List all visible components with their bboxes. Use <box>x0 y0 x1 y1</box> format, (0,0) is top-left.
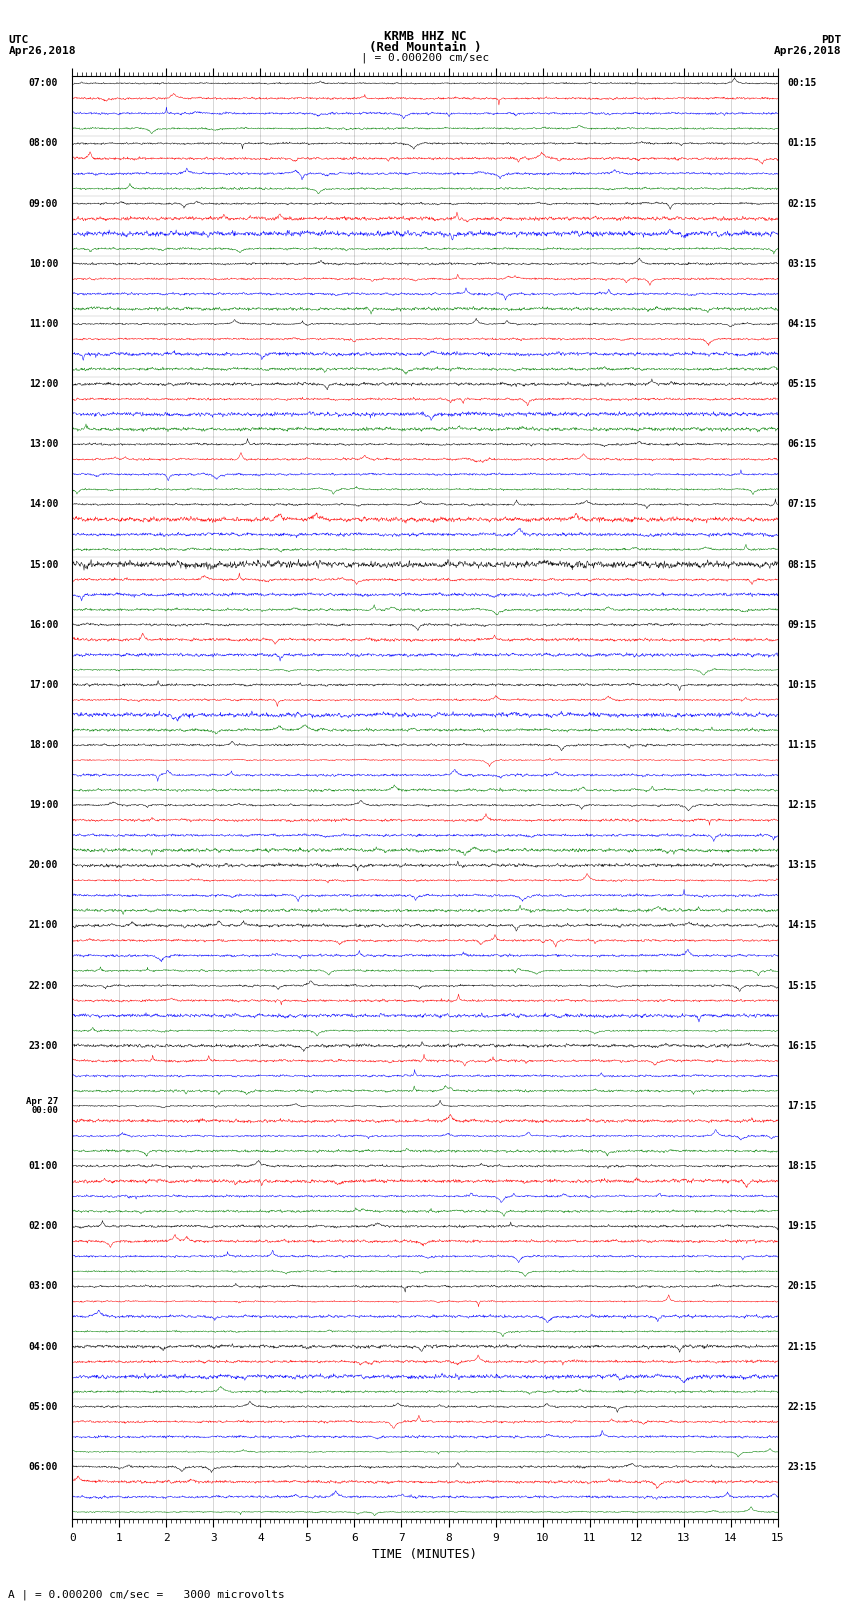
Text: 21:15: 21:15 <box>787 1342 817 1352</box>
Text: 10:15: 10:15 <box>787 679 817 690</box>
Text: 02:15: 02:15 <box>787 198 817 208</box>
Text: 03:00: 03:00 <box>29 1281 58 1292</box>
Text: 12:15: 12:15 <box>787 800 817 810</box>
Text: 14:00: 14:00 <box>29 500 58 510</box>
Text: 04:00: 04:00 <box>29 1342 58 1352</box>
Text: 09:00: 09:00 <box>29 198 58 208</box>
Text: 11:00: 11:00 <box>29 319 58 329</box>
Text: Apr26,2018: Apr26,2018 <box>774 45 842 56</box>
Text: 22:15: 22:15 <box>787 1402 817 1411</box>
Text: 05:00: 05:00 <box>29 1402 58 1411</box>
Text: A | = 0.000200 cm/sec =   3000 microvolts: A | = 0.000200 cm/sec = 3000 microvolts <box>8 1589 286 1600</box>
Text: 08:15: 08:15 <box>787 560 817 569</box>
Text: Apr 27: Apr 27 <box>26 1097 58 1107</box>
Text: 10:00: 10:00 <box>29 258 58 269</box>
Text: 06:15: 06:15 <box>787 439 817 450</box>
Text: 03:15: 03:15 <box>787 258 817 269</box>
Text: 00:00: 00:00 <box>31 1107 58 1115</box>
Text: 16:15: 16:15 <box>787 1040 817 1050</box>
Text: 16:00: 16:00 <box>29 619 58 629</box>
X-axis label: TIME (MINUTES): TIME (MINUTES) <box>372 1548 478 1561</box>
Text: 18:00: 18:00 <box>29 740 58 750</box>
Text: 13:15: 13:15 <box>787 860 817 871</box>
Text: 14:15: 14:15 <box>787 921 817 931</box>
Text: 23:00: 23:00 <box>29 1040 58 1050</box>
Text: PDT: PDT <box>821 35 842 45</box>
Text: 19:15: 19:15 <box>787 1221 817 1231</box>
Text: 15:15: 15:15 <box>787 981 817 990</box>
Text: | = 0.000200 cm/sec: | = 0.000200 cm/sec <box>361 52 489 63</box>
Text: 20:15: 20:15 <box>787 1281 817 1292</box>
Text: 20:00: 20:00 <box>29 860 58 871</box>
Text: 11:15: 11:15 <box>787 740 817 750</box>
Text: (Red Mountain ): (Red Mountain ) <box>369 40 481 55</box>
Text: 01:00: 01:00 <box>29 1161 58 1171</box>
Text: 17:15: 17:15 <box>787 1102 817 1111</box>
Text: 17:00: 17:00 <box>29 679 58 690</box>
Text: 08:00: 08:00 <box>29 139 58 148</box>
Text: 07:15: 07:15 <box>787 500 817 510</box>
Text: 19:00: 19:00 <box>29 800 58 810</box>
Text: 15:00: 15:00 <box>29 560 58 569</box>
Text: 05:15: 05:15 <box>787 379 817 389</box>
Text: 13:00: 13:00 <box>29 439 58 450</box>
Text: 04:15: 04:15 <box>787 319 817 329</box>
Text: 02:00: 02:00 <box>29 1221 58 1231</box>
Text: 22:00: 22:00 <box>29 981 58 990</box>
Text: 01:15: 01:15 <box>787 139 817 148</box>
Text: KRMB HHZ NC: KRMB HHZ NC <box>383 31 467 44</box>
Text: 07:00: 07:00 <box>29 79 58 89</box>
Text: 18:15: 18:15 <box>787 1161 817 1171</box>
Text: 21:00: 21:00 <box>29 921 58 931</box>
Text: Apr26,2018: Apr26,2018 <box>8 45 76 56</box>
Text: UTC: UTC <box>8 35 29 45</box>
Text: 12:00: 12:00 <box>29 379 58 389</box>
Text: 23:15: 23:15 <box>787 1461 817 1471</box>
Text: 09:15: 09:15 <box>787 619 817 629</box>
Text: 06:00: 06:00 <box>29 1461 58 1471</box>
Text: 00:15: 00:15 <box>787 79 817 89</box>
